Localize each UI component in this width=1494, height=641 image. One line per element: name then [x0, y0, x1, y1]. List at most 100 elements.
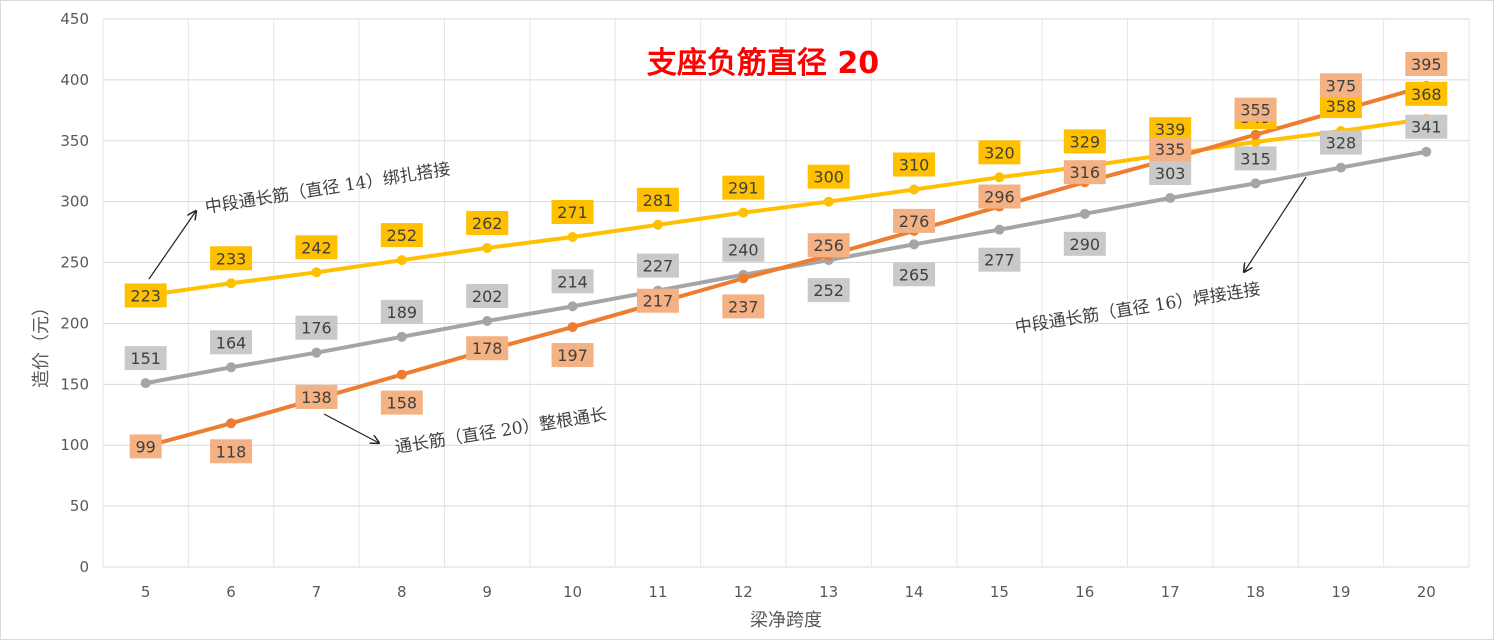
data-point: [909, 239, 920, 250]
data-label-text: 262: [472, 214, 503, 233]
data-point: [1250, 136, 1261, 147]
data-label-text: 320: [984, 143, 1015, 162]
data-label: 197: [551, 343, 594, 368]
series-lines: [140, 80, 1432, 452]
data-label-text: 300: [813, 168, 844, 187]
data-label-text: 328: [1326, 134, 1357, 153]
data-label: 214: [551, 269, 594, 294]
data-label-box: [893, 208, 936, 233]
data-label: 341: [1405, 114, 1448, 139]
data-point: [567, 301, 578, 312]
x-tick-label: 10: [563, 583, 582, 601]
data-label: 242: [295, 235, 338, 260]
data-label-box: [380, 299, 423, 324]
data-label: 158: [380, 390, 423, 415]
data-label: 276: [893, 208, 936, 233]
data-label: 320: [978, 140, 1021, 165]
data-label: 99: [129, 434, 162, 459]
data-label: 233: [210, 246, 253, 271]
data-label-box: [295, 315, 338, 340]
data-label-text: 310: [899, 155, 930, 174]
data-label: 176: [295, 315, 338, 340]
data-label: 237: [722, 294, 765, 319]
data-label-text: 252: [813, 281, 844, 300]
data-label: 217: [636, 288, 679, 313]
data-label-text: 176: [301, 319, 332, 338]
data-label-text: 355: [1240, 101, 1271, 120]
annotation-arrow: [148, 211, 196, 280]
data-label-box: [978, 184, 1021, 209]
data-label: 256: [807, 233, 850, 258]
data-label-text: 281: [643, 191, 674, 210]
data-label-box: [1063, 160, 1106, 185]
data-label-text: 303: [1155, 164, 1186, 183]
annotation-arrow: [323, 413, 379, 443]
data-label-box: [466, 284, 509, 309]
data-label: 118: [210, 439, 253, 464]
data-label-text: 138: [301, 388, 332, 407]
data-label: 395: [1405, 51, 1448, 76]
series-line-2: [145, 84, 1427, 449]
data-label: 290: [1063, 231, 1106, 256]
data-label-text: 151: [130, 349, 161, 368]
data-label-box: [807, 164, 850, 189]
data-label-text: 214: [557, 272, 588, 291]
y-tick-label: 50: [70, 497, 89, 515]
data-point: [1250, 129, 1261, 140]
data-label-text: 202: [472, 287, 503, 306]
x-axis-ticks: 5 6 7 8 9 10 11 12 13 14 15 16 17 18 19 20: [141, 583, 1436, 601]
data-label-text: 339: [1155, 120, 1186, 139]
data-label: 271: [551, 199, 594, 224]
data-label-text: 395: [1411, 55, 1442, 74]
data-point: [823, 196, 834, 207]
chart-title: 支座负筋直径 20: [647, 46, 879, 81]
y-tick-label: 350: [60, 132, 89, 150]
y-tick-label: 100: [60, 436, 89, 454]
data-label-box: [807, 233, 850, 258]
data-label: 223: [124, 283, 167, 308]
data-point: [1079, 208, 1090, 219]
data-label-box: [636, 288, 679, 313]
x-tick-label: 19: [1331, 583, 1350, 601]
data-point: [738, 207, 749, 218]
data-label: 178: [466, 336, 509, 361]
data-label: 303: [1149, 161, 1192, 186]
data-label: 315: [1234, 146, 1277, 171]
data-label-box: [380, 390, 423, 415]
y-tick-label: 150: [60, 375, 89, 393]
data-label-box: [1319, 94, 1362, 119]
data-label-box: [1149, 161, 1192, 186]
y-tick-label: 200: [60, 314, 89, 332]
annotation-arrow: [1244, 176, 1307, 272]
data-label-box: [466, 336, 509, 361]
data-label-text: 178: [472, 339, 503, 358]
data-label-box: [1234, 97, 1277, 122]
x-tick-label: 9: [482, 583, 492, 601]
data-label-text: 335: [1155, 140, 1186, 159]
data-label-box: [124, 283, 167, 308]
data-label-box: [722, 175, 765, 200]
data-point: [226, 362, 237, 373]
x-tick-label: 11: [648, 583, 667, 601]
data-label-text: 217: [643, 292, 674, 311]
data-label-text: 296: [984, 188, 1015, 207]
data-point: [482, 316, 493, 327]
data-label-text: 233: [216, 249, 247, 268]
data-label-box: [1405, 81, 1448, 106]
data-point: [482, 242, 493, 253]
data-label: 291: [722, 175, 765, 200]
data-label-text: 316: [1070, 163, 1101, 182]
data-label-box: [551, 269, 594, 294]
data-point: [994, 172, 1005, 183]
gridlines: [102, 18, 1470, 568]
data-label: 329: [1063, 129, 1106, 154]
data-label-text: 368: [1411, 85, 1442, 104]
y-tick-label: 250: [60, 254, 89, 272]
data-label-text: 118: [216, 442, 247, 461]
data-label-text: 358: [1326, 97, 1357, 116]
data-label-text: 158: [387, 394, 418, 413]
data-label-box: [722, 294, 765, 319]
data-label-text: 242: [301, 238, 332, 257]
data-label-text: 315: [1240, 149, 1271, 168]
